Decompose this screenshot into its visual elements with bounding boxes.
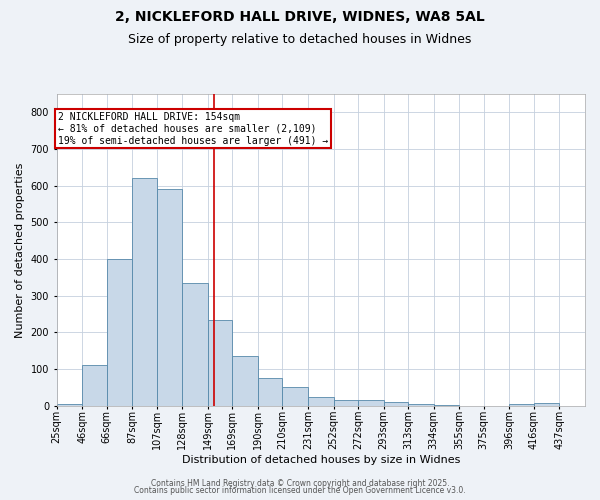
Bar [133,178,157,406]
Bar [434,405,460,406]
X-axis label: Distribution of detached houses by size in Widnes: Distribution of detached houses by size … [182,455,460,465]
Bar [82,366,107,406]
Text: Size of property relative to detached houses in Widnes: Size of property relative to detached ho… [128,32,472,46]
Bar [534,403,559,406]
Y-axis label: Number of detached properties: Number of detached properties [15,162,25,338]
Text: 2 NICKLEFORD HALL DRIVE: 154sqm
← 81% of detached houses are smaller (2,109)
19%: 2 NICKLEFORD HALL DRIVE: 154sqm ← 81% of… [58,112,328,146]
Bar [408,404,434,406]
Bar [358,400,383,406]
Bar [232,356,258,406]
Bar [56,404,82,406]
Bar [208,320,232,406]
Text: 2, NICKLEFORD HALL DRIVE, WIDNES, WA8 5AL: 2, NICKLEFORD HALL DRIVE, WIDNES, WA8 5A… [115,10,485,24]
Text: Contains HM Land Registry data © Crown copyright and database right 2025.: Contains HM Land Registry data © Crown c… [151,478,449,488]
Bar [283,388,308,406]
Bar [334,400,358,406]
Bar [182,283,208,406]
Bar [258,378,283,406]
Bar [157,190,182,406]
Bar [509,404,534,406]
Bar [383,402,408,406]
Text: Contains public sector information licensed under the Open Government Licence v3: Contains public sector information licen… [134,486,466,495]
Bar [308,396,334,406]
Bar [107,259,133,406]
